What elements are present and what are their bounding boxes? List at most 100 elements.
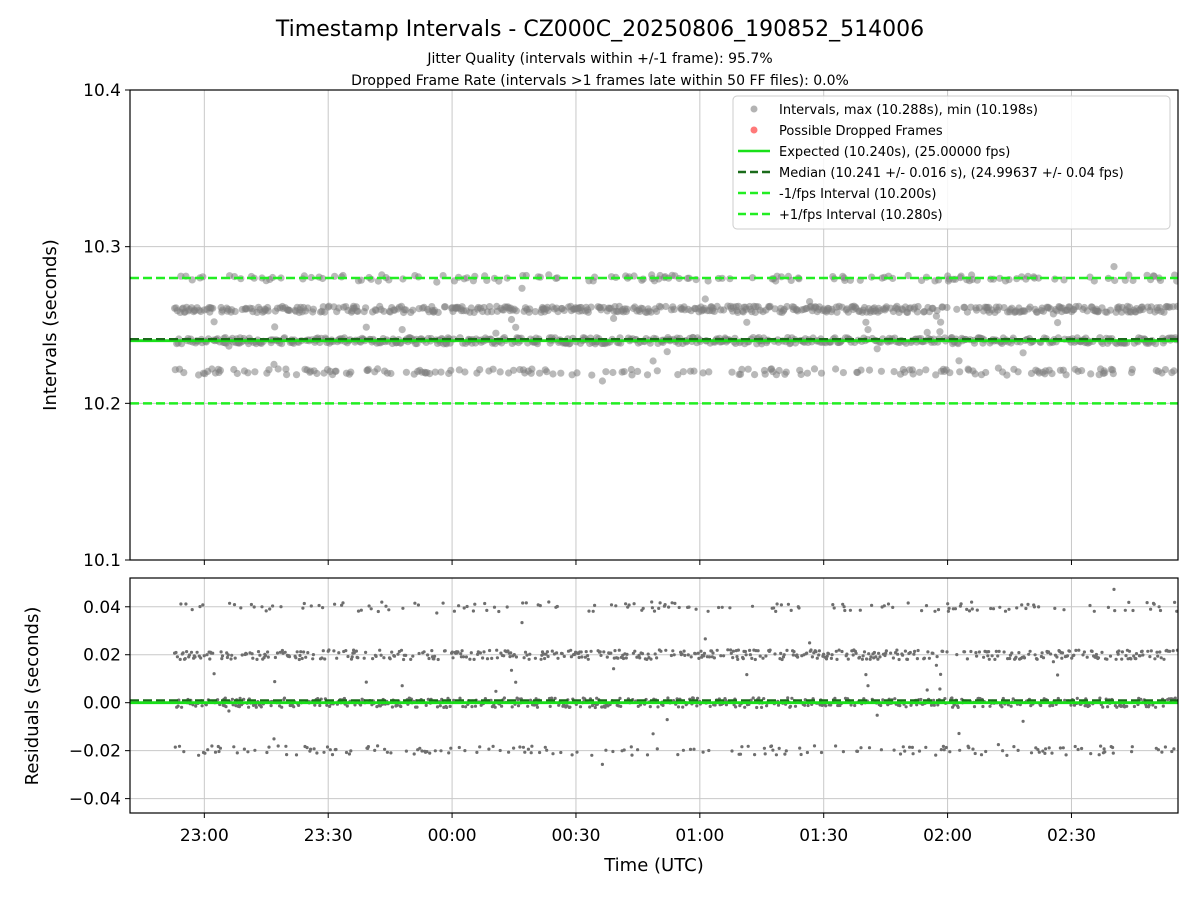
- interval-point: [832, 365, 840, 373]
- residual-point: [858, 608, 862, 612]
- residual-point: [619, 704, 623, 709]
- residual-point: [971, 747, 975, 751]
- residual-point: [1147, 703, 1151, 707]
- residual-point: [457, 745, 461, 750]
- residual-point: [493, 705, 497, 709]
- residual-point: [745, 673, 749, 677]
- residual-point: [830, 653, 834, 657]
- residual-point: [975, 654, 979, 658]
- residual-point: [1132, 654, 1136, 658]
- interval-point: [890, 368, 898, 376]
- residual-point: [485, 608, 489, 613]
- residual-point: [223, 696, 227, 700]
- residual-point: [919, 697, 923, 702]
- residual-point: [301, 606, 305, 610]
- interval-point: [374, 365, 382, 373]
- residual-point: [670, 601, 674, 605]
- interval-point: [1054, 319, 1062, 327]
- residual-point: [677, 605, 681, 610]
- interval-point: [598, 377, 607, 385]
- residual-point: [562, 654, 566, 659]
- residual-point: [586, 654, 590, 658]
- residual-point: [879, 748, 884, 752]
- residual-point: [178, 657, 182, 662]
- residual-point: [297, 657, 301, 662]
- residual-point: [430, 649, 434, 653]
- interval-point: [663, 348, 671, 356]
- residual-point: [994, 649, 998, 654]
- interval-point: [943, 303, 951, 312]
- interval-point: [810, 365, 819, 373]
- residual-point: [435, 611, 439, 615]
- residual-point: [743, 705, 747, 709]
- residual-point: [1173, 600, 1177, 605]
- residual-point: [507, 750, 511, 754]
- residual-point: [1111, 745, 1115, 750]
- legend-label-median: Median (10.241 +/- 0.016 s), (24.99637 +…: [779, 166, 1124, 181]
- residual-point: [200, 704, 204, 708]
- residual-point: [264, 609, 268, 613]
- interval-point: [526, 305, 534, 313]
- residual-point: [744, 653, 748, 657]
- residual-point: [703, 637, 707, 641]
- residual-point: [743, 649, 748, 654]
- interval-point: [476, 366, 484, 374]
- residual-point: [578, 705, 583, 709]
- intervals-x-ticks: [203, 560, 1072, 565]
- residual-point: [404, 653, 408, 658]
- residual-point: [656, 705, 660, 709]
- residual-point: [525, 653, 529, 657]
- residual-point: [1140, 649, 1144, 653]
- residual-point: [645, 657, 649, 662]
- residual-point: [1149, 649, 1153, 653]
- legend-marker-dropped: [750, 126, 758, 134]
- interval-point: [1060, 276, 1068, 284]
- residual-point: [433, 654, 437, 658]
- residual-point: [911, 752, 915, 756]
- residual-point: [1009, 704, 1013, 708]
- residual-point: [1062, 608, 1066, 612]
- interval-point: [751, 371, 759, 379]
- residual-point: [1158, 650, 1162, 654]
- residual-point: [1046, 650, 1051, 654]
- interval-point: [362, 304, 370, 312]
- residual-point: [229, 657, 233, 661]
- residual-point: [1002, 650, 1006, 654]
- residual-point: [1026, 602, 1030, 607]
- residual-point: [741, 657, 745, 661]
- residual-point: [996, 743, 1001, 747]
- residual-point: [509, 668, 514, 672]
- residual-point: [495, 656, 499, 660]
- residual-point: [325, 745, 330, 749]
- residual-point: [768, 648, 772, 652]
- legend-label-lower: -1/fps Interval (10.200s): [779, 187, 936, 202]
- residual-point: [401, 606, 405, 610]
- residual-point: [266, 650, 270, 654]
- residual-point: [450, 650, 454, 654]
- residual-point: [371, 657, 375, 661]
- interval-point: [602, 368, 610, 376]
- residual-point: [238, 696, 242, 700]
- residual-point: [528, 698, 533, 702]
- residual-point: [812, 744, 817, 748]
- residual-point: [384, 604, 388, 608]
- residual-point: [926, 650, 930, 654]
- interval-point: [996, 274, 1004, 282]
- residual-point: [285, 753, 289, 757]
- residual-point: [235, 751, 239, 755]
- interval-point: [797, 370, 805, 379]
- residual-point: [449, 746, 453, 750]
- residual-point: [258, 653, 262, 657]
- residual-point: [495, 648, 499, 652]
- residual-point: [332, 649, 336, 653]
- residual-point: [783, 752, 787, 756]
- residual-point: [464, 655, 468, 659]
- residual-point: [1012, 745, 1016, 749]
- residual-point: [1021, 719, 1025, 723]
- residual-point: [785, 648, 789, 653]
- residual-point: [750, 604, 755, 608]
- residual-point: [722, 654, 726, 658]
- residual-point: [762, 746, 767, 750]
- residual-point: [707, 655, 712, 659]
- residual-point: [957, 731, 961, 736]
